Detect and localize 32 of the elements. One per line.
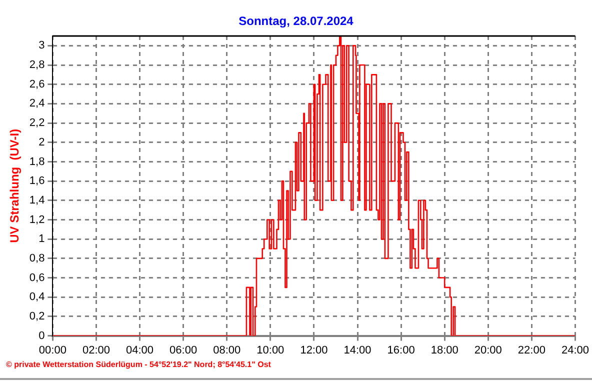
y-tick-label: 3 xyxy=(38,40,45,52)
y-tick-label: 2,4 xyxy=(29,98,45,110)
y-tick-label: 2,6 xyxy=(29,78,45,90)
x-tick-label: 10:00 xyxy=(256,344,284,356)
y-tick-label: 0 xyxy=(38,330,45,342)
y-axis-title: UV Strahlung (UV-I) xyxy=(8,128,22,243)
x-tick-label: 12:00 xyxy=(300,344,328,356)
x-tick-label: 06:00 xyxy=(170,344,198,356)
y-tick-label: 1 xyxy=(38,233,45,246)
x-tick-label: 00:00 xyxy=(38,344,66,356)
x-tick-label: 04:00 xyxy=(126,344,154,356)
y-tick-label: 0,4 xyxy=(29,291,45,304)
y-tick-label: 2 xyxy=(38,136,45,148)
y-tick-label: 0,6 xyxy=(29,272,45,284)
x-tick-label: 20:00 xyxy=(474,344,502,356)
text: © private Wetterstation Süderlügum - 54°52'19.2" Nord; 8°54'45.1" Ost xyxy=(6,360,271,369)
y-tick-label: 1,2 xyxy=(29,214,45,226)
y-tick-label: 1,4 xyxy=(29,194,45,206)
y-tick-label: 2,8 xyxy=(29,59,45,72)
x-tick-label: 16:00 xyxy=(387,344,415,356)
y-tick-label: 1,6 xyxy=(29,175,45,188)
chart-title: Sonntag, 28.07.2024 xyxy=(238,14,354,28)
y-tick-label: 0,2 xyxy=(29,310,45,322)
x-tick-label: 24:00 xyxy=(561,344,589,356)
y-tick-label: 0,8 xyxy=(29,252,45,264)
y-tick-label: 2,2 xyxy=(29,117,45,130)
x-tick-label: 02:00 xyxy=(82,344,110,356)
x-tick-label: 22:00 xyxy=(518,344,546,356)
x-tick-label: 14:00 xyxy=(344,344,372,356)
x-tick-label: 08:00 xyxy=(213,344,241,356)
x-tick-label: 18:00 xyxy=(430,344,458,356)
y-tick-label: 1,8 xyxy=(29,156,45,168)
